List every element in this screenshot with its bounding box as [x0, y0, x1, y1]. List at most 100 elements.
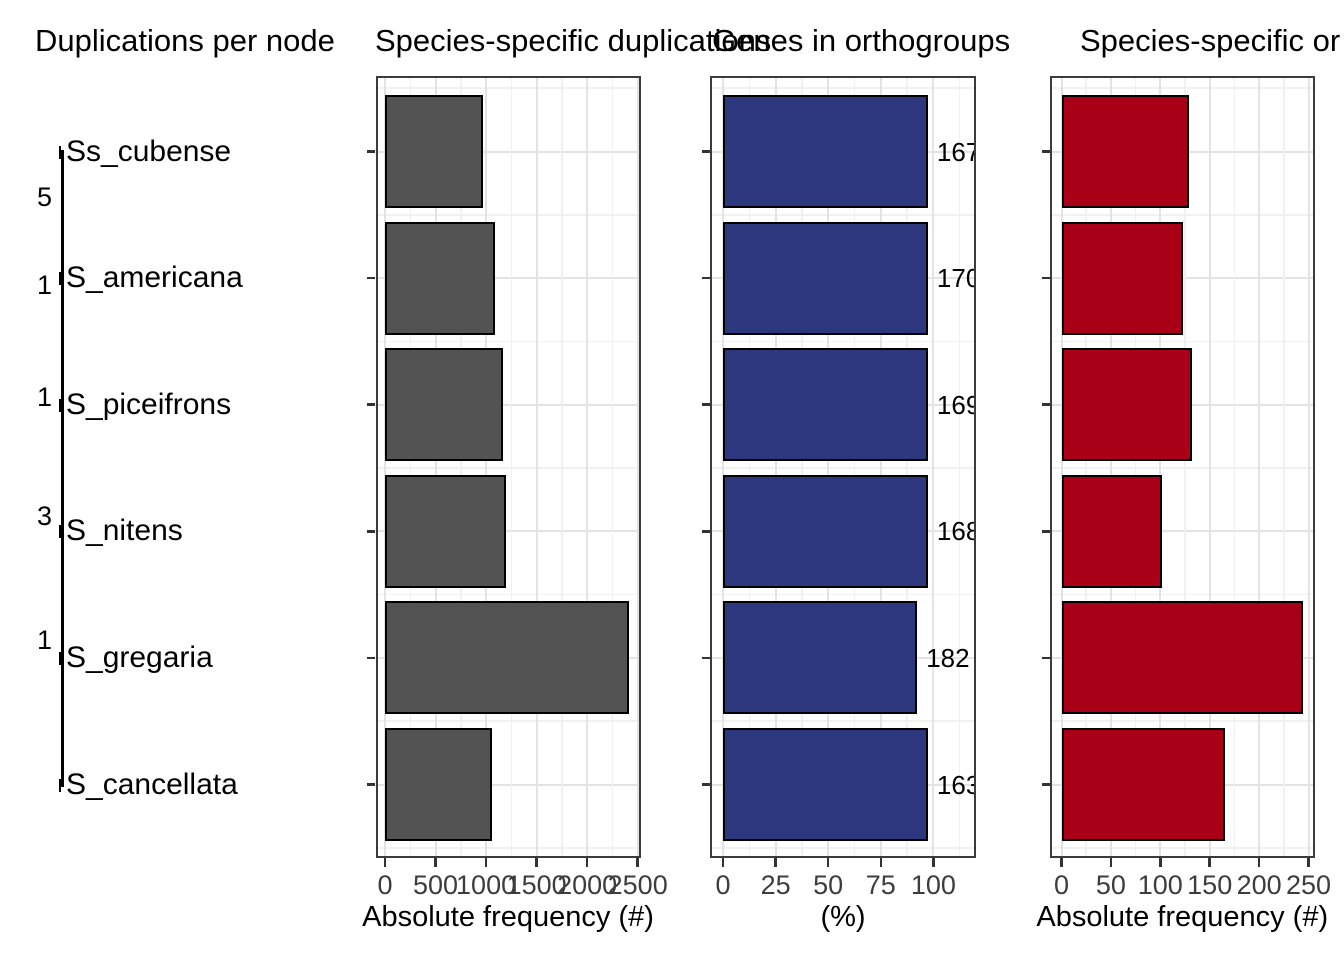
x-tick-label: 2500	[607, 870, 668, 900]
gridline-minor-v	[460, 76, 462, 858]
x-tick-label: 1000	[456, 870, 517, 900]
gridline-minor-v	[853, 76, 856, 858]
x-tick	[932, 858, 935, 867]
y-tick	[701, 150, 710, 153]
x-tick	[535, 858, 538, 867]
y-tick	[1041, 150, 1050, 153]
node-count-label: 1	[36, 382, 52, 412]
gridline-minor-v	[1184, 76, 1186, 858]
panel-border	[710, 76, 976, 858]
panel-border	[1050, 76, 1315, 858]
x-tick	[774, 858, 777, 867]
tree-tip	[58, 145, 61, 159]
species-label: S_gregaria	[66, 640, 213, 674]
bar-S_cancellata	[1061, 728, 1225, 841]
y-tick	[1041, 276, 1050, 280]
species-label: S_nitens	[66, 514, 183, 548]
x-axis-title: (%)	[820, 901, 866, 933]
bar-S_nitens	[385, 474, 507, 588]
gridline-minor-v	[561, 76, 563, 858]
gridline-major-v	[827, 76, 830, 858]
x-tick-label: 50	[813, 870, 844, 900]
gridline-minor-v	[409, 76, 412, 858]
gridline-major-v	[1307, 76, 1310, 858]
x-tick	[585, 858, 589, 867]
x-tick-label: 150	[1187, 870, 1233, 900]
gridline-minor-h	[375, 720, 641, 722]
y-tick	[367, 403, 375, 406]
bar-S_gregaria	[723, 601, 918, 715]
gridline-major-v	[932, 76, 935, 858]
gridline-minor-h	[375, 593, 641, 596]
gridline-major-v	[1060, 76, 1063, 858]
x-tick	[879, 858, 883, 867]
gridline-minor-v	[1283, 76, 1285, 858]
bar-S_americana	[1061, 221, 1184, 335]
x-tick-label: 2000	[557, 870, 618, 900]
y-tick	[367, 783, 375, 786]
bar-Ss_cubense	[385, 95, 484, 208]
gridline-minor-v	[748, 76, 751, 858]
tree-tip	[58, 525, 61, 539]
y-tick	[1041, 783, 1050, 786]
x-tick-label: 75	[865, 870, 896, 900]
gridline-minor-h	[710, 467, 976, 469]
y-tick	[1041, 656, 1050, 660]
node-count-label: 5	[36, 182, 52, 212]
x-tick	[721, 858, 725, 867]
gridline-minor-v	[1085, 76, 1087, 858]
gridline-minor-h	[375, 214, 641, 216]
gridline-minor-h	[710, 214, 976, 216]
species-label: S_piceifrons	[66, 387, 232, 421]
species-label: Ss_cubense	[66, 134, 232, 168]
y-tick	[701, 276, 710, 280]
x-tick	[636, 858, 639, 867]
gridline-major-v	[586, 76, 589, 858]
gridline-major-v	[722, 76, 724, 858]
gridline-major-h	[375, 277, 641, 280]
bar-S_gregaria	[385, 601, 630, 715]
gridline-minor-h	[710, 340, 976, 343]
gridline-major-v	[879, 76, 882, 858]
tree-tip	[58, 272, 61, 286]
gridline-minor-h	[1050, 340, 1315, 343]
x-tick	[826, 858, 830, 867]
gridline-major-v	[485, 76, 488, 858]
panel-title-species-specific-orthogroups: Species-specific or	[1080, 23, 1341, 58]
x-tick	[1060, 858, 1063, 867]
gridline-minor-v	[801, 76, 803, 858]
bar-S_americana	[723, 221, 928, 335]
x-tick-label: 0	[1053, 870, 1070, 900]
bar-S_nitens	[1061, 474, 1163, 588]
gridline-minor-v	[906, 76, 908, 858]
y-tick	[367, 276, 375, 280]
bar-Ss_cubense	[723, 95, 928, 208]
gridline-minor-h	[375, 467, 641, 469]
gridline-minor-h	[1050, 593, 1315, 596]
bar-S_americana	[385, 221, 496, 335]
panel-title-genes-in-orthogroups: Genes in orthogroups	[712, 23, 1011, 58]
x-tick-label: 25	[760, 870, 791, 900]
gridline-major-h	[375, 150, 641, 153]
gridline-minor-h	[1050, 467, 1315, 469]
gridline-major-v	[1258, 76, 1261, 858]
gridline-major-h	[1050, 530, 1315, 533]
x-tick	[1159, 858, 1162, 867]
gridline-minor-h	[1050, 87, 1315, 89]
x-tick-label: 250	[1285, 870, 1332, 900]
gridline-major-v	[774, 76, 777, 858]
y-tick	[701, 783, 710, 786]
species-label: S_cancellata	[66, 767, 238, 801]
gridline-minor-h	[710, 720, 976, 722]
x-tick-label: 200	[1236, 870, 1282, 900]
bar-S_nitens	[723, 474, 928, 588]
x-axis-title: Absolute frequency (#)	[362, 901, 654, 933]
tree-trunk	[61, 150, 64, 787]
x-tick	[484, 858, 488, 867]
gridline-minor-h	[1050, 214, 1315, 216]
x-tick-label: 1500	[506, 870, 567, 900]
bar-S_piceifrons	[723, 348, 928, 462]
x-tick	[434, 858, 437, 867]
species-label: S_americana	[66, 261, 243, 295]
